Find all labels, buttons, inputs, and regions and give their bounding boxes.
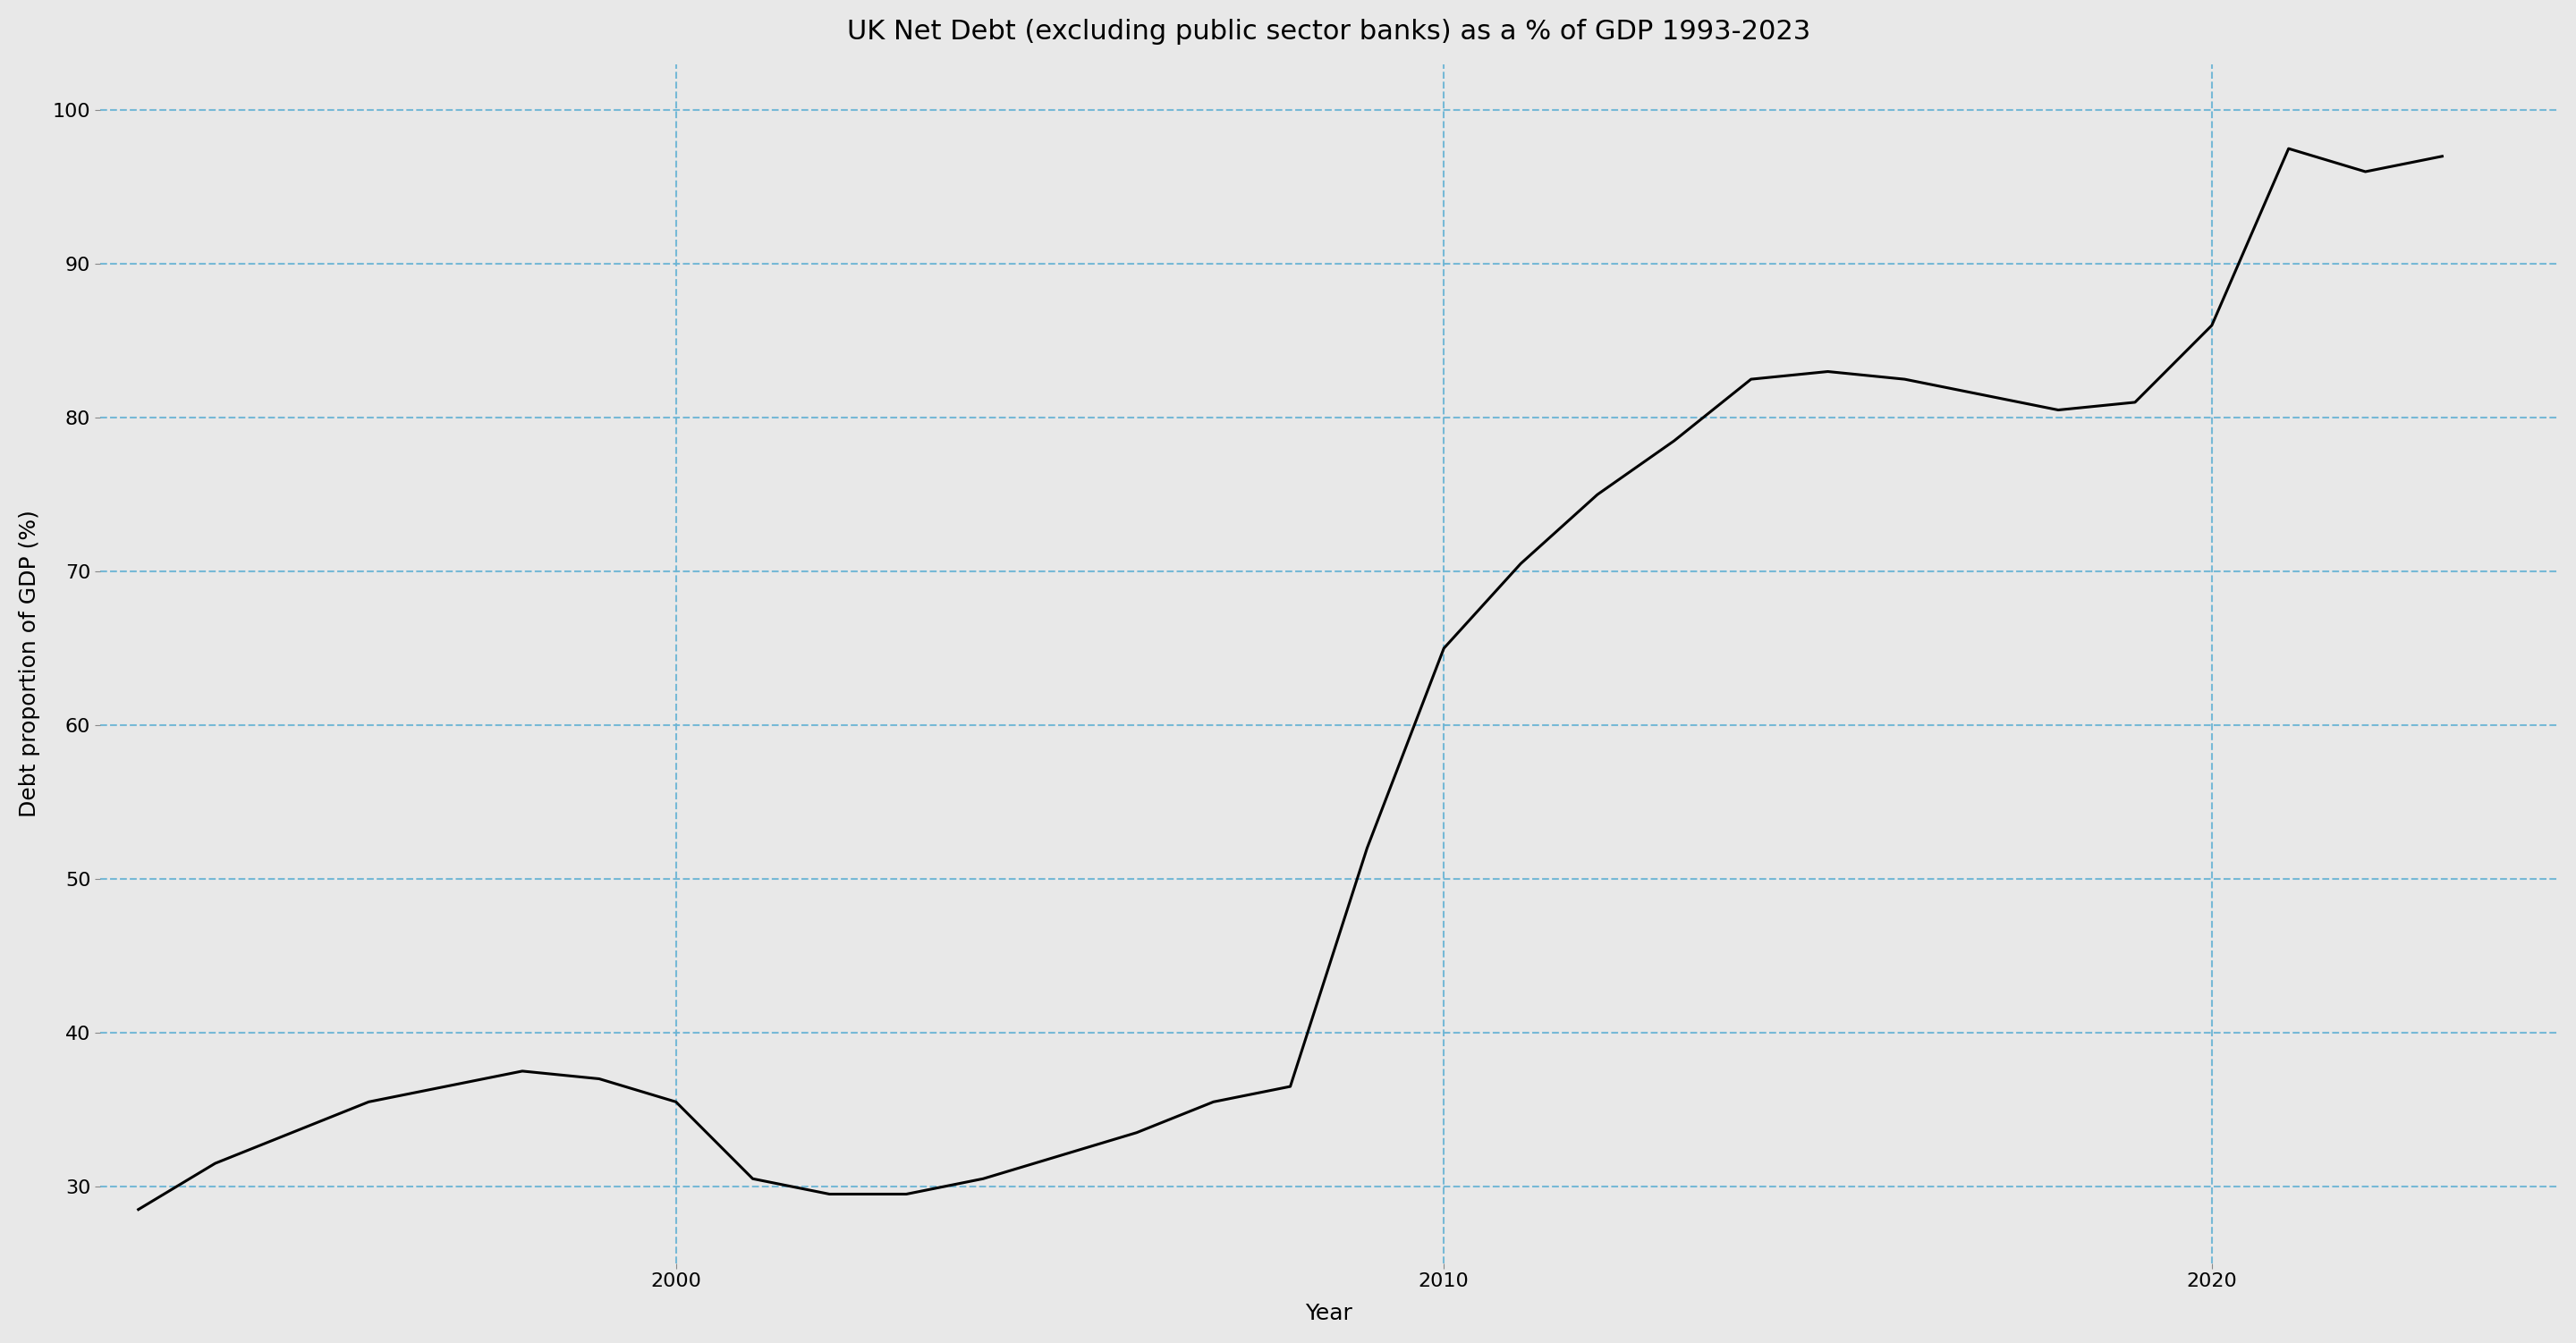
X-axis label: Year: Year [1306, 1303, 1352, 1324]
Title: UK Net Debt (excluding public sector banks) as a % of GDP 1993-2023: UK Net Debt (excluding public sector ban… [848, 19, 1811, 44]
Y-axis label: Debt proportion of GDP (%): Debt proportion of GDP (%) [18, 510, 41, 818]
